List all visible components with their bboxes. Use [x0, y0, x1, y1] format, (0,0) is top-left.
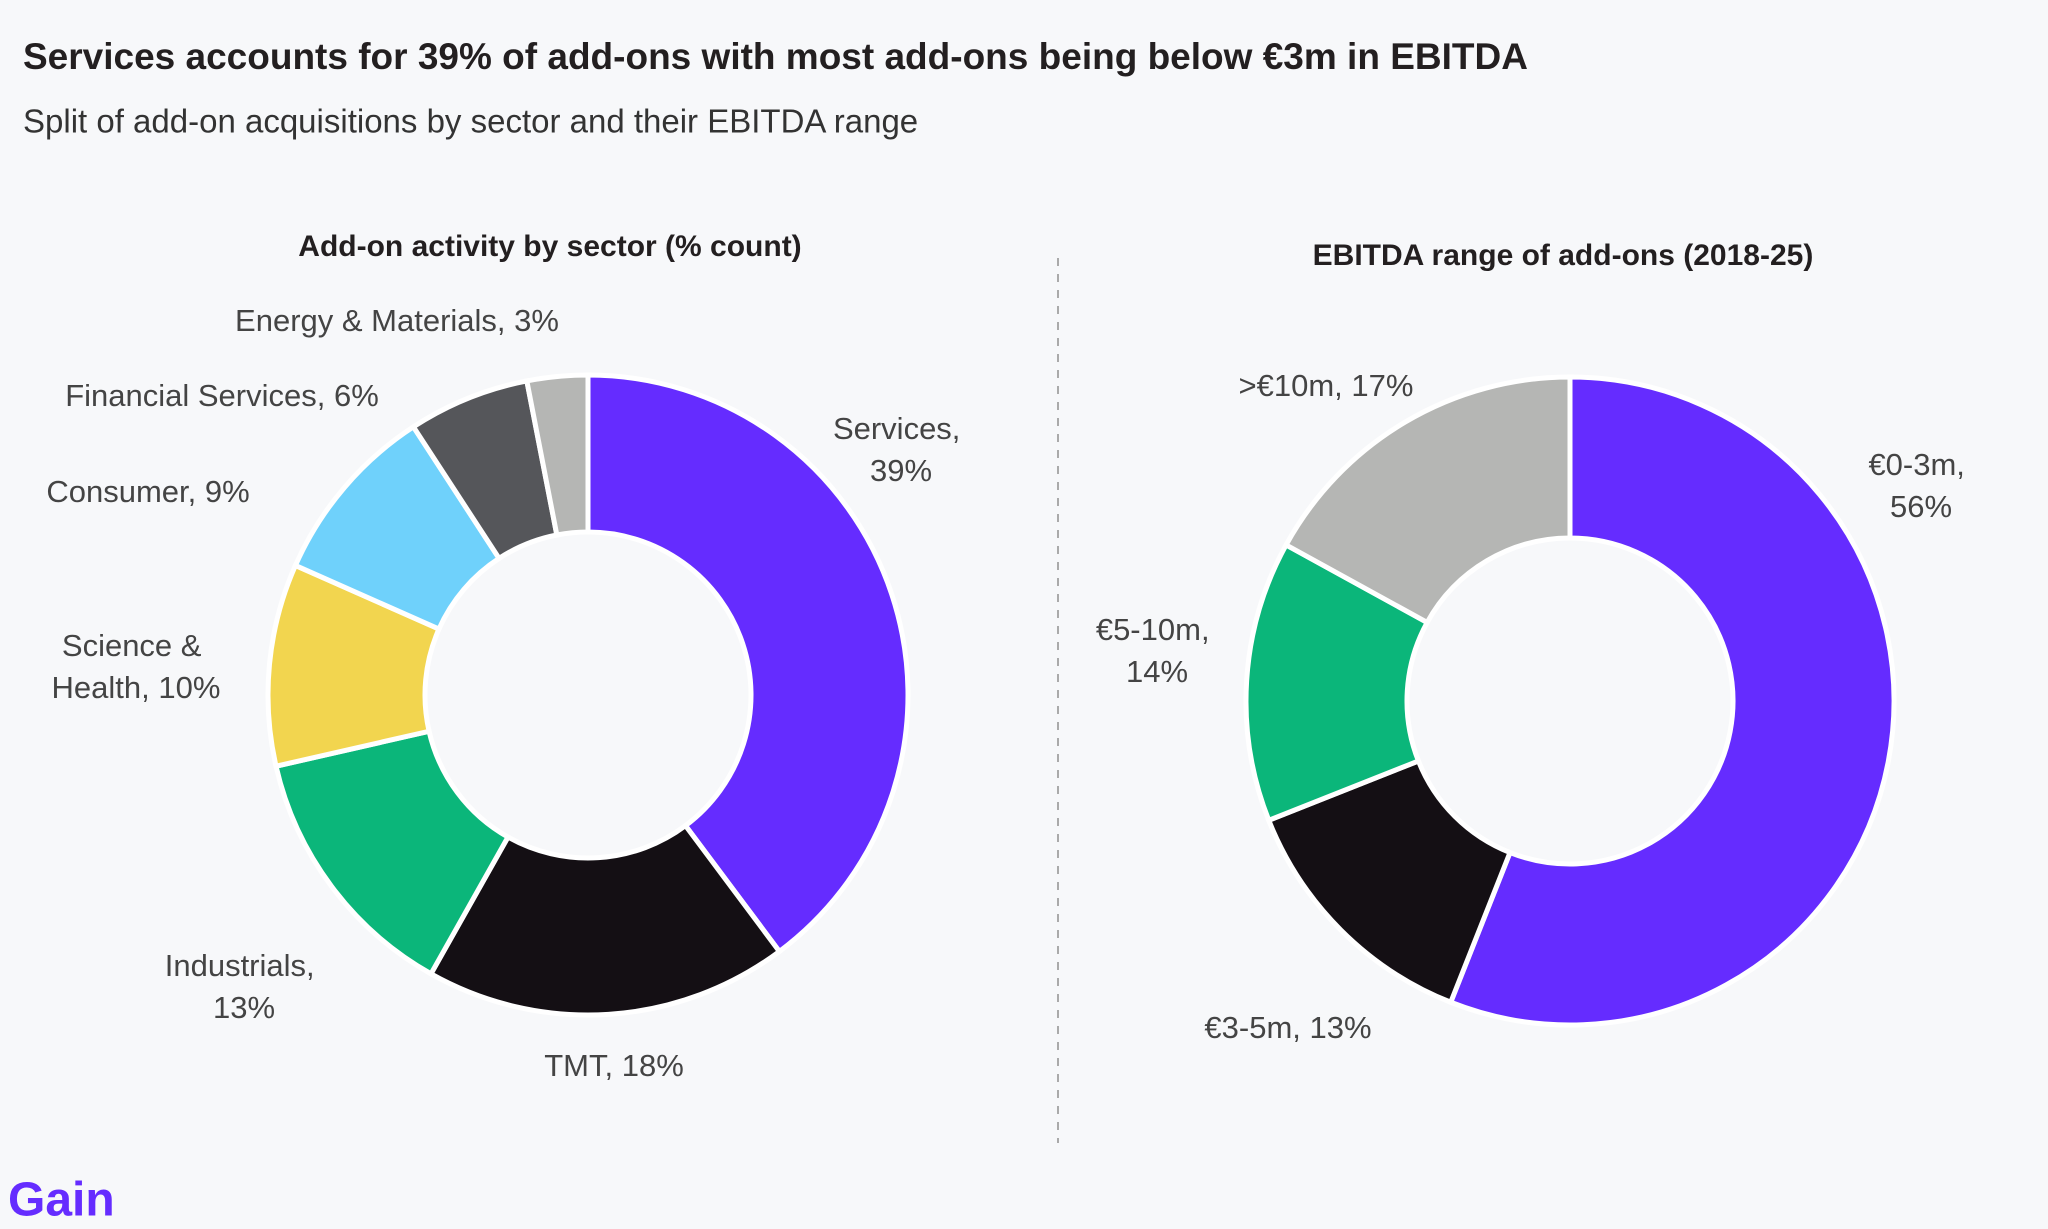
- data-label: TMT, 18%: [544, 1048, 684, 1083]
- data-label: €3-5m, 13%: [1204, 1010, 1371, 1045]
- data-label: Energy & Materials, 3%: [235, 303, 559, 338]
- data-label: €0-3m, 56%: [1868, 447, 1973, 524]
- donut-slice: [1243, 541, 1431, 824]
- data-label: Services, 39%: [833, 411, 969, 488]
- donut-slice: [523, 372, 591, 538]
- donut-slice: [585, 372, 911, 955]
- data-label: Science & Health, 10%: [52, 628, 221, 705]
- data-label: €5-10m, 14%: [1096, 612, 1218, 689]
- logo: Gain: [8, 1174, 115, 1227]
- page-subtitle: Split of add-on acquisitions by sector a…: [23, 103, 918, 140]
- chart-title: EBITDA range of add-ons (2018-25): [1313, 239, 1814, 272]
- data-label: >€10m, 17%: [1239, 368, 1414, 403]
- data-label: Consumer, 9%: [46, 474, 249, 509]
- donut-slice: [1265, 757, 1514, 1006]
- donut-slice: [1447, 374, 1897, 1028]
- donut-slice: [427, 822, 783, 1018]
- chart-title: Add-on activity by sector (% count): [298, 230, 801, 263]
- data-label: Financial Services, 6%: [65, 378, 379, 413]
- page-title: Services accounts for 39% of add-ons wit…: [23, 36, 1528, 77]
- donut-slice: [1282, 374, 1573, 626]
- donut-slice: [273, 728, 512, 978]
- data-label: Industrials, 13%: [165, 948, 324, 1025]
